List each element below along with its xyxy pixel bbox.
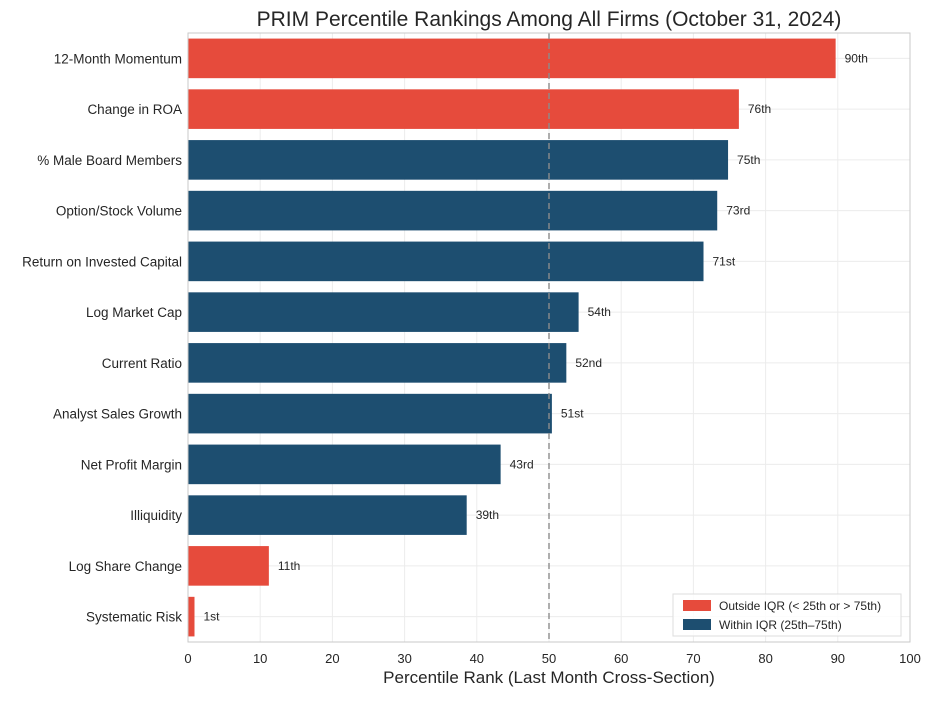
category-label: Current Ratio xyxy=(102,356,182,371)
x-tick-label: 90 xyxy=(831,651,845,666)
category-label: Change in ROA xyxy=(87,102,182,117)
legend-label-outside-iqr: Outside IQR (< 25th or > 75th) xyxy=(719,599,881,613)
x-tick-label: 50 xyxy=(542,651,556,666)
x-tick-label: 0 xyxy=(184,651,191,666)
category-label: Illiquidity xyxy=(130,508,182,523)
bar-value-label: 39th xyxy=(476,508,499,522)
x-tick-labels: 0 10 20 30 40 50 60 70 80 90 100 xyxy=(184,651,920,666)
bars xyxy=(188,38,836,637)
legend-swatch-within-iqr xyxy=(683,619,711,630)
bar xyxy=(188,38,836,79)
bar-value-label: 71st xyxy=(713,254,736,268)
x-tick-label: 20 xyxy=(325,651,339,666)
category-label: Option/Stock Volume xyxy=(56,204,182,219)
bar xyxy=(188,393,552,434)
data-labels: 90th 76th 75th 73rd 71st 54th 52nd 51st 43rd 39th… xyxy=(203,51,867,623)
x-tick-label: 100 xyxy=(899,651,921,666)
chart-title: PRIM Percentile Rankings Among All Firms… xyxy=(257,8,842,31)
category-label: Log Market Cap xyxy=(86,305,182,320)
bar xyxy=(188,444,501,485)
x-tick-label: 40 xyxy=(470,651,484,666)
bar xyxy=(188,241,704,282)
bar-value-label: 11th xyxy=(278,559,300,573)
bar-value-label: 51st xyxy=(561,407,584,421)
category-label: Log Share Change xyxy=(69,559,182,574)
x-tick-label: 70 xyxy=(686,651,700,666)
category-label: 12-Month Momentum xyxy=(54,51,182,66)
bar-value-label: 1st xyxy=(203,610,220,624)
bar xyxy=(188,190,718,231)
legend: Outside IQR (< 25th or > 75th) Within IQ… xyxy=(672,593,902,637)
plot-frame xyxy=(187,32,911,643)
category-label: % Male Board Members xyxy=(37,153,182,168)
x-tick-label: 80 xyxy=(758,651,772,666)
x-tick-label: 60 xyxy=(614,651,628,666)
legend-label-within-iqr: Within IQR (25th–75th) xyxy=(719,618,842,632)
bar-value-label: 43rd xyxy=(510,457,534,471)
category-label: Return on Invested Capital xyxy=(22,254,182,269)
x-axis-label: Percentile Rank (Last Month Cross-Sectio… xyxy=(383,668,715,687)
bar xyxy=(188,140,729,180)
legend-swatch-outside-iqr xyxy=(683,600,711,611)
bar-value-label: 75th xyxy=(737,153,760,167)
bar xyxy=(188,292,579,332)
category-label: Net Profit Margin xyxy=(81,457,182,472)
bar xyxy=(188,495,467,535)
bar xyxy=(188,89,739,129)
category-label: Analyst Sales Growth xyxy=(53,407,182,422)
bar-value-label: 52nd xyxy=(575,356,602,370)
x-tick-label: 30 xyxy=(397,651,411,666)
bar-value-label: 54th xyxy=(588,305,611,319)
bar-value-label: 73rd xyxy=(726,204,750,218)
category-labels: 12-Month Momentum Change in ROA % Male Boa… xyxy=(22,51,182,624)
bar xyxy=(188,546,269,586)
bar-value-label: 90th xyxy=(845,51,868,65)
category-label: Systematic Risk xyxy=(86,610,182,625)
x-tick-label: 10 xyxy=(253,651,267,666)
bar xyxy=(188,596,195,637)
bar-value-label: 76th xyxy=(748,102,771,116)
bar xyxy=(188,343,567,383)
